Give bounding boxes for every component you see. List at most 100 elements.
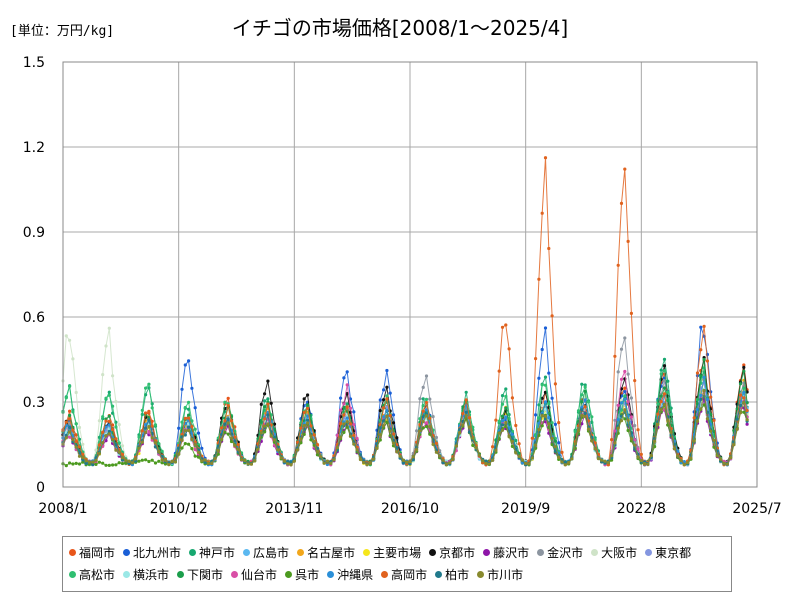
- data-point: [187, 413, 191, 417]
- data-point: [289, 463, 293, 467]
- data-point: [150, 436, 154, 440]
- data-point: [140, 440, 144, 444]
- data-point: [629, 311, 634, 315]
- data-point: [659, 368, 663, 372]
- data-point: [484, 461, 488, 466]
- data-point: [619, 398, 624, 402]
- data-point: [424, 374, 429, 378]
- series-line: [62, 367, 748, 466]
- legend-label: 柏市: [445, 567, 470, 582]
- data-point: [187, 442, 191, 446]
- series-京都市: [61, 356, 749, 467]
- data-point: [190, 386, 194, 390]
- data-point: [613, 429, 617, 433]
- data-point: [593, 447, 597, 451]
- data-point: [150, 458, 154, 462]
- data-point: [259, 402, 263, 406]
- data-point: [497, 419, 501, 423]
- data-point: [742, 365, 746, 369]
- data-point: [190, 447, 194, 451]
- legend-label: 東京都: [655, 545, 692, 560]
- legend-swatch-icon: [243, 548, 251, 556]
- data-point: [114, 437, 118, 441]
- data-point: [64, 436, 68, 440]
- data-point: [679, 458, 683, 463]
- data-point: [147, 418, 151, 422]
- data-point: [405, 460, 409, 464]
- data-point: [339, 435, 343, 439]
- data-point: [619, 377, 624, 381]
- legend-swatch-icon: [123, 548, 131, 556]
- data-point: [233, 439, 237, 443]
- data-point: [200, 459, 204, 463]
- series-layer: [61, 156, 749, 468]
- data-point: [507, 347, 511, 351]
- data-point: [315, 450, 320, 454]
- data-point: [424, 421, 429, 425]
- data-point: [471, 443, 475, 447]
- data-point: [583, 405, 587, 409]
- legend-label: 呉市: [295, 567, 320, 582]
- data-point: [97, 451, 101, 456]
- series-line: [62, 377, 748, 466]
- data-point: [104, 344, 108, 348]
- data-point: [623, 408, 627, 412]
- data-point: [514, 451, 518, 455]
- data-point: [434, 450, 438, 454]
- data-point: [81, 452, 85, 456]
- data-point: [616, 426, 620, 430]
- data-point: [130, 461, 134, 465]
- data-point: [68, 430, 72, 434]
- data-point: [259, 420, 263, 424]
- y-tick-label: 1.5: [23, 55, 45, 71]
- data-point: [464, 398, 468, 402]
- data-point: [510, 396, 514, 400]
- data-point: [282, 459, 286, 463]
- data-point: [147, 382, 151, 386]
- data-point: [375, 446, 379, 450]
- data-point: [117, 450, 121, 454]
- legend-label: 神戸市: [199, 545, 236, 560]
- data-point: [398, 454, 402, 458]
- data-point: [666, 379, 670, 383]
- data-point: [124, 458, 128, 462]
- data-point: [550, 442, 554, 447]
- data-point: [180, 420, 184, 424]
- series-名古屋市: [61, 378, 749, 467]
- data-point: [111, 423, 115, 427]
- data-point: [302, 410, 306, 414]
- series-line: [62, 395, 748, 466]
- x-tick-label: 2008/1: [38, 501, 87, 517]
- data-point: [378, 433, 382, 437]
- legend-swatch-icon: [327, 570, 335, 578]
- y-tick-label: 0.6: [23, 310, 45, 326]
- data-point: [296, 448, 300, 452]
- data-point: [395, 436, 399, 440]
- legend-label: 下関市: [187, 567, 224, 582]
- y-tick-label: 0.9: [23, 225, 45, 241]
- data-point: [491, 458, 495, 462]
- data-point: [553, 439, 558, 443]
- data-point: [448, 461, 452, 465]
- data-point: [702, 375, 706, 379]
- data-point: [309, 438, 313, 442]
- data-point: [183, 416, 187, 420]
- data-point: [382, 398, 386, 402]
- legend-item: 主要市場: [363, 541, 421, 563]
- data-point: [669, 430, 673, 434]
- data-point: [553, 422, 558, 426]
- data-point: [315, 443, 320, 447]
- series-横浜市: [61, 387, 749, 467]
- data-point: [345, 416, 349, 420]
- data-point: [319, 455, 323, 459]
- data-point: [745, 408, 749, 413]
- legend-item: 福岡市: [69, 541, 115, 563]
- data-point: [543, 326, 548, 330]
- legend-swatch-icon: [297, 548, 305, 556]
- data-point: [500, 419, 505, 423]
- data-point: [742, 386, 746, 390]
- data-point: [500, 428, 505, 432]
- data-point: [279, 456, 283, 460]
- data-point: [610, 454, 614, 458]
- data-point: [144, 430, 148, 434]
